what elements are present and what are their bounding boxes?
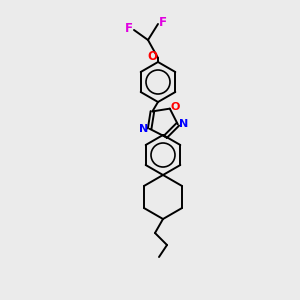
Text: O: O — [170, 102, 179, 112]
Text: O: O — [147, 50, 157, 62]
Text: N: N — [179, 119, 188, 129]
Text: F: F — [125, 22, 133, 34]
Text: F: F — [159, 16, 167, 28]
Text: N: N — [139, 124, 148, 134]
